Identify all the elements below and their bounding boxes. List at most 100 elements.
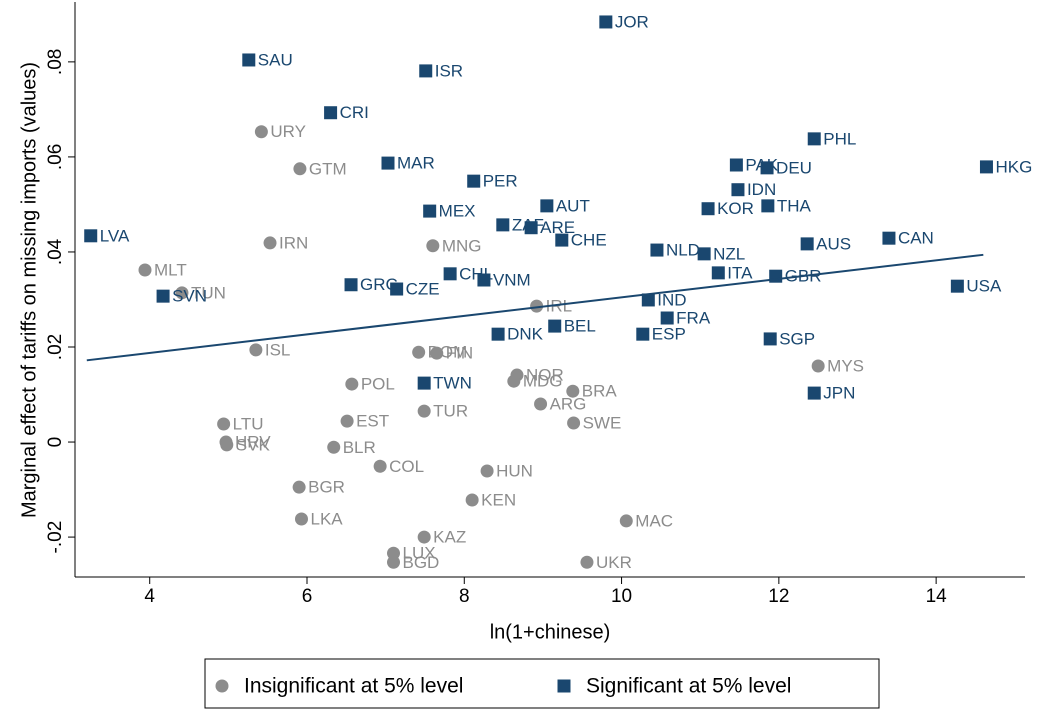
point-label: IDN [747, 180, 776, 199]
point-label: BGR [308, 478, 345, 497]
x-tick-label: 4 [144, 586, 155, 607]
x-tick-label: 10 [611, 586, 632, 607]
point-label: CZE [406, 280, 440, 299]
point [373, 459, 387, 473]
point-label: TUR [433, 402, 468, 421]
point [729, 158, 743, 172]
point [423, 204, 437, 218]
point [811, 359, 825, 373]
point-label: IRL [546, 297, 572, 316]
point [491, 327, 505, 341]
point [761, 199, 775, 213]
point-label: MEX [439, 202, 476, 221]
point [263, 236, 277, 250]
point [426, 239, 440, 253]
point-label: HRV [235, 433, 271, 452]
point-label: TWN [433, 374, 472, 393]
point-label: LUX [403, 544, 436, 563]
point [636, 327, 650, 341]
point [138, 263, 152, 277]
point-label: THA [777, 196, 812, 215]
point [711, 266, 725, 280]
point-label: COL [389, 457, 424, 476]
point-label: NZL [713, 244, 745, 263]
point-label: AUT [556, 196, 590, 215]
point-label: POL [361, 375, 395, 394]
point-label: HUN [496, 462, 533, 481]
point-label: MAC [635, 511, 673, 530]
point-label: TUN [191, 283, 226, 302]
point [760, 161, 774, 175]
point-label: KOR [717, 199, 754, 218]
legend-marker [215, 679, 229, 693]
point [412, 345, 426, 359]
fit-line [86, 253, 984, 362]
x-axis-title: ln(1+chinese) [490, 621, 611, 643]
y-tick-label: -.02 [45, 521, 66, 554]
point-label: SVN [172, 287, 207, 306]
point [540, 199, 554, 213]
point-label: URY [270, 122, 306, 141]
point [882, 231, 896, 245]
point [217, 417, 231, 431]
point-label: CHE [571, 231, 607, 250]
point [534, 397, 548, 411]
point [701, 202, 715, 216]
point [419, 64, 433, 78]
point-label: DNK [507, 325, 544, 344]
point [220, 438, 234, 452]
point-label: IRN [279, 233, 308, 252]
point-label: KEN [481, 491, 516, 510]
point-label: BRA [582, 382, 618, 401]
point [345, 377, 359, 391]
point-label: IND [657, 290, 686, 309]
point [387, 546, 401, 560]
point-label: LVA [100, 226, 130, 245]
point [807, 386, 821, 400]
point [465, 493, 479, 507]
y-axis-title: Marginal effect of tariffs on missing im… [18, 62, 40, 518]
point-label: PER [483, 172, 518, 191]
point-label: GTM [309, 159, 347, 178]
point [417, 530, 431, 544]
point [84, 229, 98, 243]
point-label: MNG [442, 236, 482, 255]
point [387, 555, 401, 569]
point [807, 132, 821, 146]
y-tick-label: .04 [45, 238, 66, 265]
point-label: SWE [583, 414, 622, 433]
point [477, 273, 491, 287]
point-label: SGP [779, 329, 815, 348]
point-label: MAR [397, 154, 435, 173]
y-tick-label: .06 [45, 144, 66, 170]
point [566, 384, 580, 398]
point-label: HKG [995, 157, 1032, 176]
point-label: DEU [776, 158, 812, 177]
x-tick-label: 12 [768, 586, 789, 607]
point-label: CAN [898, 229, 934, 248]
point [800, 237, 814, 251]
legend-label: Insignificant at 5% level [244, 675, 463, 698]
point [294, 512, 308, 526]
point-label: MLT [154, 261, 187, 280]
point-label: GRC [360, 275, 398, 294]
point [344, 278, 358, 292]
point [979, 160, 993, 174]
point [530, 299, 544, 313]
point [697, 247, 711, 261]
point-label: MYS [827, 356, 864, 375]
point-label: USA [966, 277, 1002, 296]
point [660, 311, 674, 325]
point-label: ARE [540, 218, 575, 237]
point [417, 404, 431, 418]
point [567, 416, 581, 430]
point-label: VNM [493, 270, 531, 289]
point-label: SAU [258, 50, 293, 69]
legend-marker [557, 679, 571, 693]
point [175, 286, 189, 300]
x-tick-label: 14 [926, 586, 948, 607]
point-label: AUS [816, 234, 851, 253]
point [650, 243, 664, 257]
point-label: ITA [727, 263, 753, 282]
